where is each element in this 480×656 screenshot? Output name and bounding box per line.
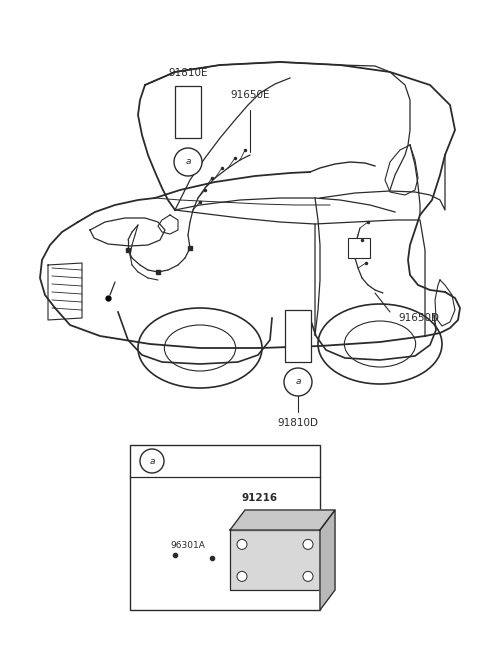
Text: a: a bbox=[149, 457, 155, 466]
Text: 91216: 91216 bbox=[242, 493, 278, 503]
Bar bbox=[230, 530, 320, 590]
Text: a: a bbox=[185, 157, 191, 167]
Circle shape bbox=[140, 449, 164, 473]
Ellipse shape bbox=[318, 304, 442, 384]
Text: 91810D: 91810D bbox=[277, 418, 319, 428]
Ellipse shape bbox=[344, 321, 416, 367]
Polygon shape bbox=[320, 510, 335, 610]
Circle shape bbox=[284, 368, 312, 396]
Text: 91650D: 91650D bbox=[398, 313, 439, 323]
Bar bbox=[130, 445, 320, 610]
Text: 96301A: 96301A bbox=[170, 541, 205, 550]
Text: a: a bbox=[295, 377, 301, 386]
Circle shape bbox=[303, 539, 313, 549]
Circle shape bbox=[237, 571, 247, 581]
Bar bbox=[285, 310, 311, 362]
Circle shape bbox=[237, 539, 247, 549]
Text: 91650E: 91650E bbox=[230, 90, 270, 100]
Circle shape bbox=[174, 148, 202, 176]
Ellipse shape bbox=[164, 325, 236, 371]
Ellipse shape bbox=[138, 308, 262, 388]
Bar bbox=[348, 238, 370, 258]
Bar bbox=[175, 86, 201, 138]
Text: 91810E: 91810E bbox=[168, 68, 208, 78]
Polygon shape bbox=[230, 510, 335, 530]
Circle shape bbox=[303, 571, 313, 581]
